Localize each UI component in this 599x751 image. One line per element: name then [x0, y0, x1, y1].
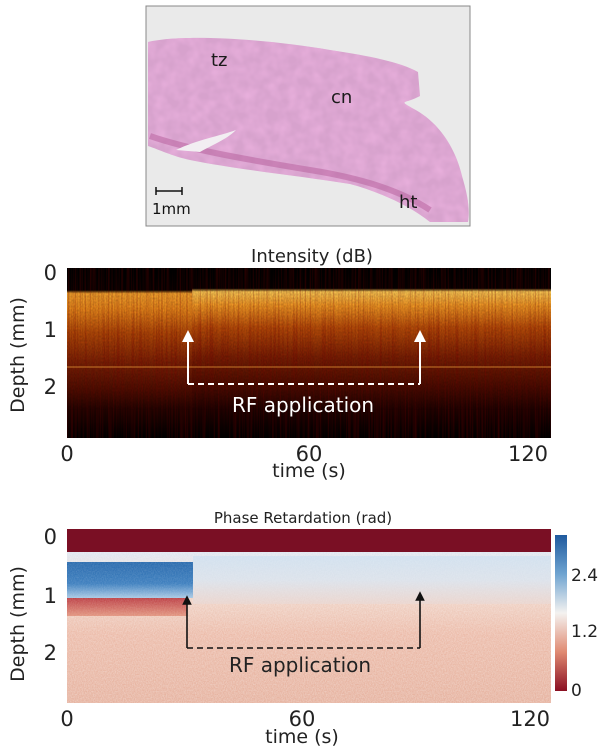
phase-xlabel: time (s): [265, 726, 339, 748]
phase-ylabel: Depth (mm): [7, 566, 29, 682]
intensity-rf-label: RF application: [232, 393, 374, 417]
phase-ytick-0: 0: [44, 525, 57, 549]
phase-rf-annotation: RF application: [182, 591, 425, 677]
scalebar-label: 1mm: [152, 200, 191, 218]
phase-title: Phase Retardation (rad): [214, 509, 392, 527]
intensity-xtick-120: 120: [508, 442, 548, 466]
intensity-ytick-2: 2: [44, 375, 57, 399]
tissue-gap: [176, 130, 236, 152]
phase-image: [67, 529, 551, 703]
intensity-ytick-0: 0: [44, 261, 57, 285]
phase-rf-label: RF application: [229, 653, 371, 677]
colorbar-tick-1-2: 1.2: [571, 622, 598, 642]
phase-ytick-2: 2: [44, 641, 57, 665]
intensity-xtick-60: 60: [296, 442, 323, 466]
colorbar-tick-2-4: 2.4: [571, 566, 598, 586]
histology-panel: tz cn ht 1mm: [145, 5, 471, 227]
phase-ytick-1: 1: [44, 584, 57, 608]
intensity-xtick-0: 0: [60, 442, 73, 466]
tissue-texture: [148, 37, 469, 223]
intensity-title: Intensity (dB): [251, 246, 373, 267]
phase-xtick-0: 0: [60, 707, 73, 731]
intensity-ytick-1: 1: [44, 318, 57, 342]
colorbar-tick-0: 0: [571, 681, 582, 701]
phase-xtick-60: 60: [289, 707, 316, 731]
intensity-ylabel: Depth (mm): [7, 297, 29, 413]
label-cn: cn: [331, 87, 352, 108]
phase-panel: Phase Retardation (rad) RF application 2…: [7, 509, 598, 748]
label-tz: tz: [211, 50, 228, 71]
intensity-xlabel: time (s): [272, 460, 346, 482]
label-ht: ht: [399, 192, 417, 213]
phase-colorbar: [555, 535, 567, 691]
phase-xtick-120: 120: [510, 707, 550, 731]
intensity-rf-annotation: RF application: [182, 330, 426, 417]
intensity-panel: Intensity (dB) RF application 0 1 2 Dept…: [7, 246, 551, 482]
intensity-image: [67, 268, 551, 438]
